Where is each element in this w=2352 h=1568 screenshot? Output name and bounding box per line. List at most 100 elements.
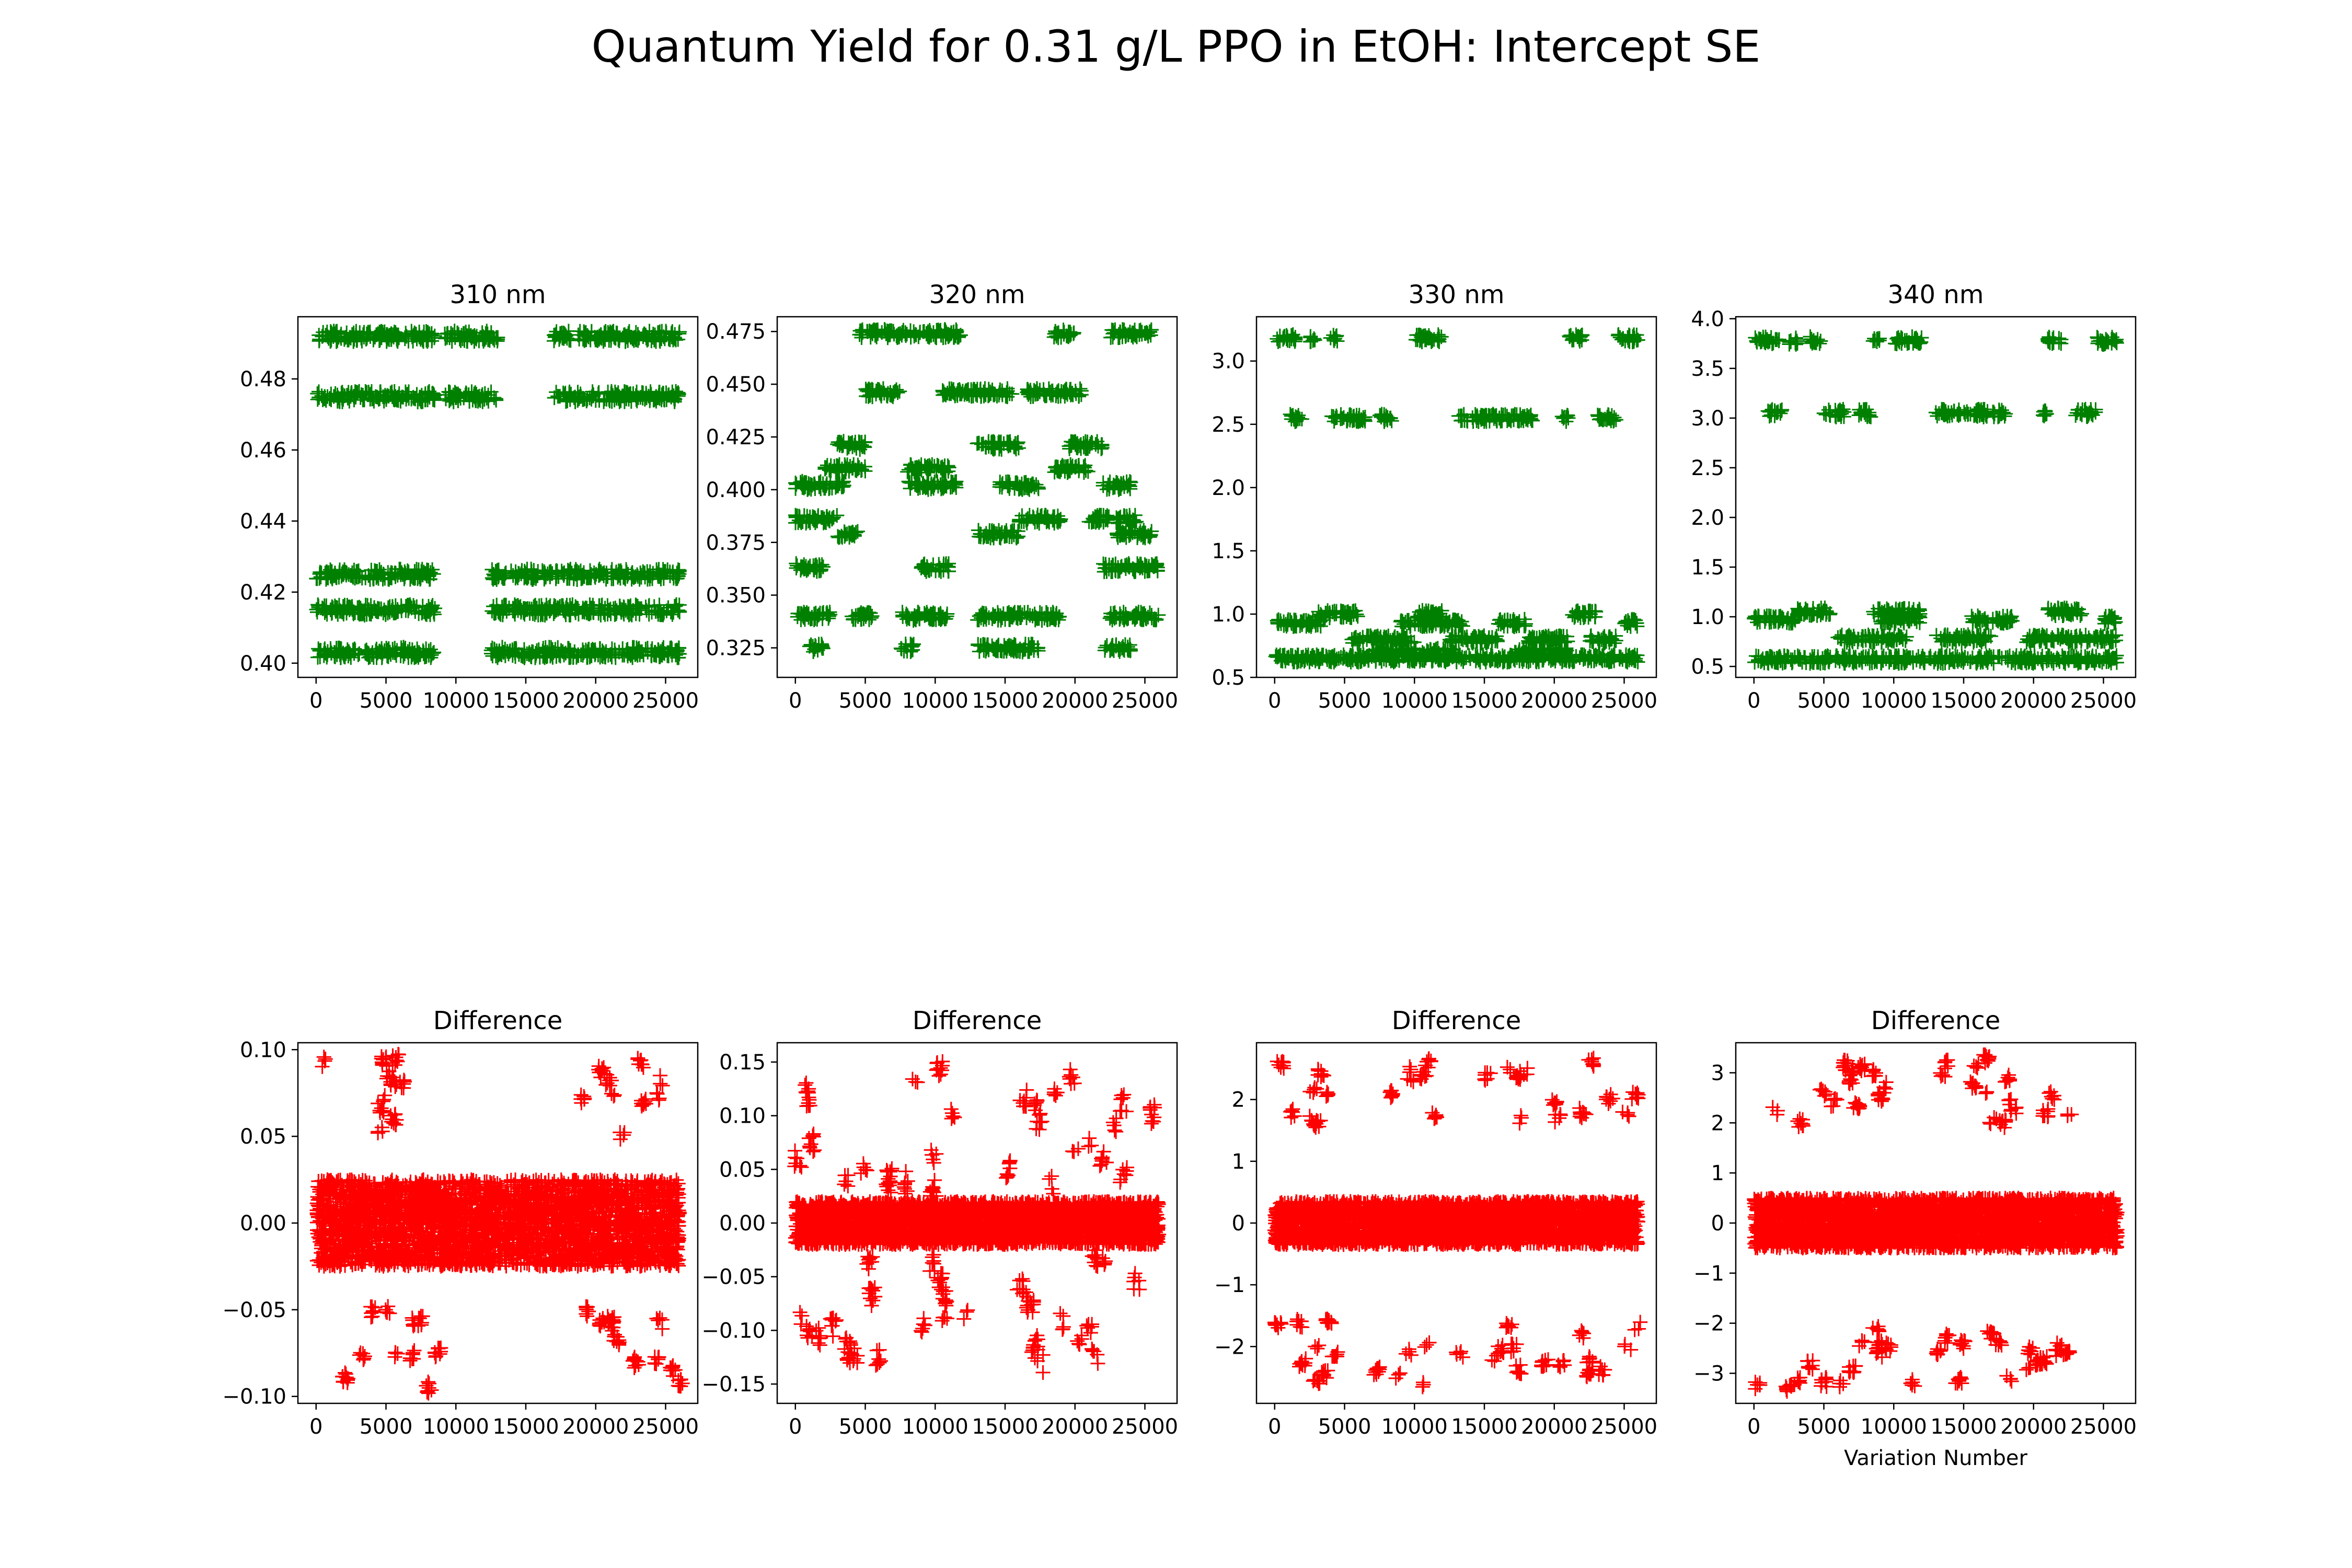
x-tick-label: 15000: [492, 689, 559, 713]
axes-frame: [1255, 316, 1657, 678]
figure-title: Quantum Yield for 0.31 g/L PPO in EtOH: …: [591, 21, 1761, 72]
y-tick-label: 0.10: [240, 1038, 286, 1062]
y-tick-label: 0.375: [706, 531, 766, 555]
subplot-title: Difference: [1392, 1006, 1521, 1035]
x-tick-label: 20000: [1521, 1415, 1587, 1439]
x-tick-label: 0: [789, 1415, 802, 1439]
y-tick-label: 0.5: [1212, 666, 1245, 690]
subplot-8: 0 5000 10000 15000 20000 25000 −3 −2 −1 0 1 2 3 Diffe…: [1693, 1006, 2137, 1439]
plus-markers: [787, 1054, 1167, 1380]
y-tick-label: 1.0: [1212, 603, 1245, 627]
subplot-title: 320 nm: [929, 280, 1025, 309]
x-tick-label: 0: [1268, 1415, 1281, 1439]
x-tick-label: 20000: [1042, 689, 1108, 713]
x-tick-label: 10000: [1861, 689, 1927, 713]
y-tick-label: −0.05: [701, 1265, 766, 1289]
y-tick-label: 2.0: [1691, 506, 1724, 530]
y-tick-label: 2: [1232, 1088, 1245, 1112]
plus-markers: [1267, 1051, 1648, 1394]
x-tick-label: 15000: [1930, 1415, 1997, 1439]
x-tick-label: 20000: [1042, 1415, 1108, 1439]
y-tick-label: −0.05: [222, 1298, 286, 1322]
y-tick-label: 3.5: [1691, 357, 1724, 381]
y-tick-label: 1: [1232, 1150, 1245, 1174]
y-tick-label: 2.5: [1691, 456, 1724, 480]
x-tick-label: 5000: [1797, 1415, 1851, 1439]
y-tick-label: 4.0: [1691, 307, 1724, 331]
x-tick-label: 0: [1747, 689, 1760, 713]
y-tick-label: −0.10: [701, 1319, 766, 1343]
subplot-5: 0 5000 10000 15000 20000 25000 −0.10 −0.05 0.00 0…: [222, 1006, 699, 1439]
x-tick-label: 25000: [1591, 1415, 1657, 1439]
x-tick-label: 15000: [972, 1415, 1038, 1439]
scatter-points: [1267, 1051, 1648, 1394]
y-tick-label: 0.46: [240, 439, 286, 463]
x-tick-label: 5000: [1797, 689, 1851, 713]
subplot-title: 340 nm: [1887, 280, 1984, 309]
scatter-points: [787, 1054, 1167, 1380]
axes-frame: [776, 316, 1178, 678]
x-tick-label: 20000: [1521, 689, 1587, 713]
x-tick-label: 0: [1268, 689, 1281, 713]
x-tick-label: 10000: [423, 1415, 489, 1439]
x-tick-label: 10000: [1381, 1415, 1448, 1439]
x-tick-label: 25000: [2070, 1415, 2137, 1439]
x-tick-label: 10000: [902, 1415, 969, 1439]
y-tick-label: 0.40: [240, 652, 286, 676]
y-tick-label: 1.0: [1691, 605, 1724, 629]
x-tick-label: 0: [789, 689, 802, 713]
y-tick-label: 0.48: [240, 367, 286, 391]
x-tick-label: 0: [1747, 1415, 1760, 1439]
y-tick-label: 3.0: [1691, 407, 1724, 431]
y-tick-label: 3: [1711, 1062, 1724, 1086]
x-tick-label: 20000: [562, 689, 629, 713]
subplot-1: 0 5000 10000 15000 20000 25000 0.40 0.42 0.44 0.4…: [240, 280, 699, 713]
plus-markers: [1747, 1047, 2125, 1399]
y-tick-label: 0.5: [1691, 655, 1724, 679]
y-tick-label: 2.5: [1212, 413, 1245, 437]
x-tick-label: 5000: [1318, 689, 1371, 713]
y-tick-label: −2: [1214, 1335, 1245, 1359]
subplot-title: Difference: [433, 1006, 562, 1035]
scatter-points: [788, 322, 1166, 660]
x-tick-label: 25000: [1112, 1415, 1178, 1439]
x-tick-label: 25000: [2070, 689, 2137, 713]
y-tick-label: 2: [1711, 1111, 1724, 1135]
axes-frame: [297, 316, 699, 678]
x-tick-label: 5000: [360, 1415, 413, 1439]
x-tick-label: 10000: [423, 689, 489, 713]
x-tick-label: 15000: [972, 689, 1038, 713]
y-tick-label: −0.10: [222, 1385, 286, 1409]
x-tick-label: 25000: [1112, 689, 1178, 713]
subplot-7: 0 5000 10000 15000 20000 25000 −2 −1 0 1 2 Differen…: [1214, 1006, 1657, 1439]
y-tick-label: 0.475: [706, 320, 766, 344]
subplot-title: Difference: [913, 1006, 1042, 1035]
y-tick-label: 0.350: [706, 584, 766, 608]
x-tick-label: 20000: [562, 1415, 629, 1439]
y-tick-label: 0.42: [240, 581, 286, 605]
y-tick-label: 0: [1711, 1212, 1724, 1236]
y-tick-label: 0.05: [719, 1158, 766, 1182]
y-tick-label: 3.0: [1212, 350, 1245, 374]
subplot-6: 0 5000 10000 15000 20000 25000 −0.15 −0.10 −0.05…: [701, 1006, 1178, 1439]
y-tick-label: 0.425: [706, 425, 766, 449]
x-axis-label: Variation Number: [1844, 1446, 2027, 1470]
x-tick-label: 5000: [839, 1415, 892, 1439]
x-tick-label: 10000: [902, 689, 969, 713]
x-tick-label: 5000: [1318, 1415, 1371, 1439]
x-tick-label: 20000: [2000, 689, 2067, 713]
subplot-title: 310 nm: [449, 280, 546, 309]
y-tick-label: 1: [1711, 1161, 1724, 1185]
scatter-points: [1747, 1047, 2125, 1399]
y-tick-label: −2: [1693, 1312, 1724, 1336]
y-tick-label: 0.05: [240, 1125, 286, 1149]
x-tick-label: 5000: [360, 689, 413, 713]
y-tick-label: 1.5: [1212, 539, 1245, 563]
subplot-4: 0 5000 10000 15000 20000 25000 0.5 1.0 1.5 2.0 2.5…: [1691, 280, 2137, 713]
scatter-points: [1268, 327, 1645, 670]
scatter-points: [1747, 329, 2124, 671]
plus-markers: [1747, 329, 2124, 671]
subplot-title: Difference: [1871, 1006, 2000, 1035]
y-tick-label: 0: [1232, 1212, 1245, 1236]
x-tick-label: 0: [309, 689, 322, 713]
